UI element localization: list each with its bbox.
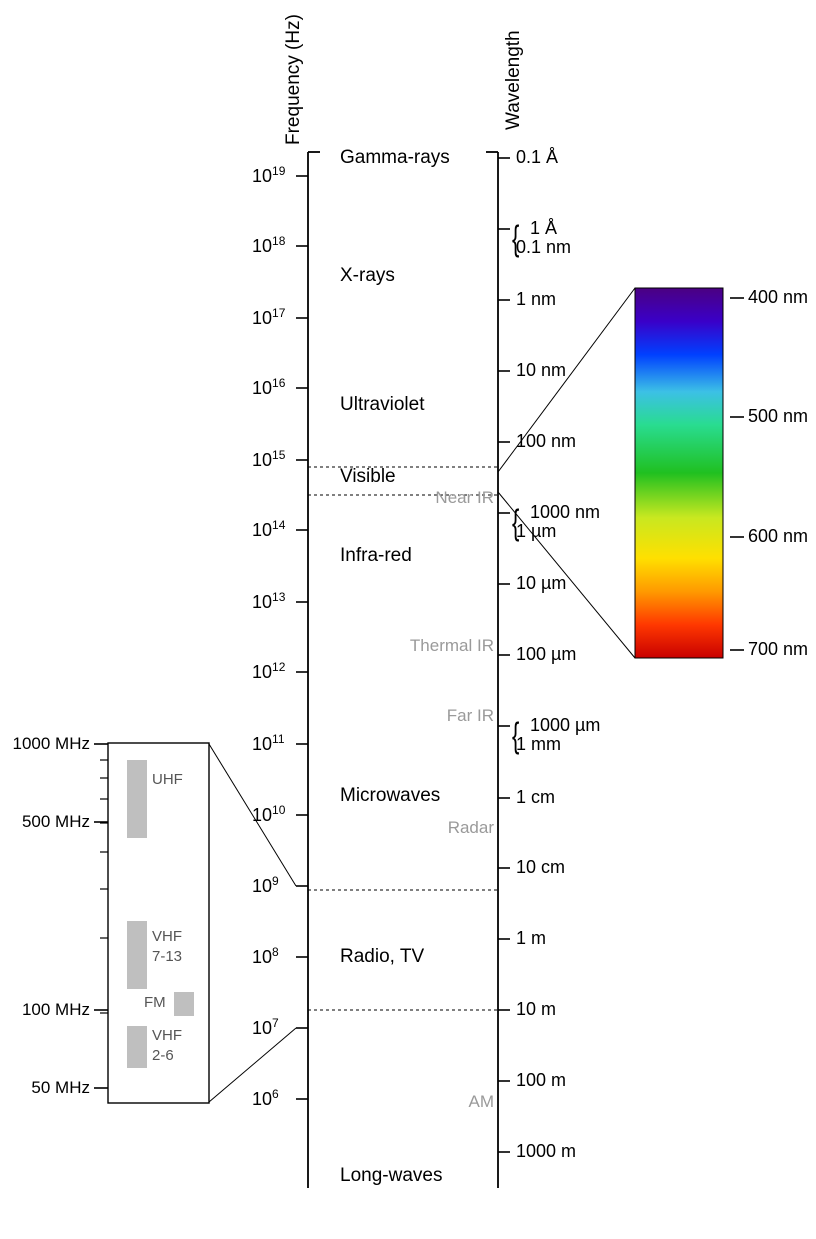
frequency-axis-title: Frequency (Hz) — [283, 5, 305, 145]
wavelength-tick-label: 10 m — [516, 999, 556, 1020]
frequency-tick-label: 109 — [252, 874, 279, 897]
radio-band-label: 7-13 — [152, 948, 182, 965]
wavelength-tick-label: 1000 nm — [530, 502, 600, 523]
spectrum-band-label: Visible — [340, 466, 396, 488]
spectrum-band-label: Infra-red — [340, 545, 412, 567]
frequency-tick-label: 1018 — [252, 234, 285, 257]
radio-band-label: FM — [144, 994, 166, 1011]
radio-band-label: 2-6 — [152, 1047, 174, 1064]
spectrum-band-label: Thermal IR — [408, 636, 494, 656]
wavelength-tick-label: 10 cm — [516, 857, 565, 878]
spectrum-band-label: Near IR — [408, 488, 494, 508]
diagram-svg — [0, 0, 816, 1239]
wavelength-tick-label: 100 µm — [516, 644, 576, 665]
wavelength-tick-label: 1 Å — [530, 218, 557, 239]
spectrum-band-label: Microwaves — [340, 785, 440, 807]
wavelength-tick-label: 1000 m — [516, 1141, 576, 1162]
radio-band-label: UHF — [152, 771, 183, 788]
frequency-tick-label: 1016 — [252, 376, 285, 399]
spectrum-band-label: Radar — [408, 818, 494, 838]
wavelength-tick-label: 0.1 Å — [516, 147, 558, 168]
frequency-tick-label: 1011 — [252, 732, 285, 755]
radio-tick-label: 500 MHz — [22, 812, 90, 832]
spectrum-band-label: Gamma-rays — [340, 147, 450, 169]
radio-tick-label: 50 MHz — [31, 1078, 90, 1098]
wavelength-tick-label: 100 m — [516, 1070, 566, 1091]
spectrum-band-label: Ultraviolet — [340, 394, 424, 416]
visible-tick-label: 500 nm — [748, 406, 808, 427]
radio-band-label: VHF — [152, 1027, 182, 1044]
wavelength-tick-label: 10 nm — [516, 360, 566, 381]
frequency-tick-label: 1015 — [252, 448, 285, 471]
frequency-tick-label: 1017 — [252, 306, 285, 329]
spectrum-band-label: Far IR — [408, 706, 494, 726]
wavelength-tick-label: 1 m — [516, 928, 546, 949]
radio-tick-label: 100 MHz — [22, 1000, 90, 1020]
visible-tick-label: 700 nm — [748, 639, 808, 660]
spectrum-band-label: Long-waves — [340, 1165, 442, 1187]
frequency-tick-label: 1010 — [252, 803, 285, 826]
frequency-tick-label: 1014 — [252, 518, 285, 541]
wavelength-tick-label: 1 nm — [516, 289, 556, 310]
radio-band-label: VHF — [152, 928, 182, 945]
frequency-tick-label: 1013 — [252, 590, 285, 613]
visible-tick-label: 600 nm — [748, 526, 808, 547]
wavelength-tick-label: 1 cm — [516, 787, 555, 808]
wavelength-tick-label: 100 nm — [516, 431, 576, 452]
frequency-tick-label: 106 — [252, 1087, 279, 1110]
visible-tick-label: 400 nm — [748, 287, 808, 308]
spectrum-band-label: Radio, TV — [340, 946, 424, 968]
spectrum-band-label: AM — [408, 1092, 494, 1112]
wavelength-tick-label: 1 µm — [516, 521, 556, 542]
wavelength-tick-label: 10 µm — [516, 573, 566, 594]
frequency-tick-label: 1012 — [252, 660, 285, 683]
frequency-tick-label: 107 — [252, 1016, 279, 1039]
frequency-tick-label: 1019 — [252, 164, 285, 187]
frequency-tick-label: 108 — [252, 945, 279, 968]
wavelength-tick-label: 1 mm — [516, 734, 561, 755]
wavelength-tick-label: 1000 µm — [530, 715, 600, 736]
wavelength-tick-label: 0.1 nm — [516, 237, 571, 258]
wavelength-axis-title: Wavelength — [503, 20, 525, 130]
radio-tick-label: 1000 MHz — [13, 734, 90, 754]
spectrum-band-label: X-rays — [340, 265, 395, 287]
